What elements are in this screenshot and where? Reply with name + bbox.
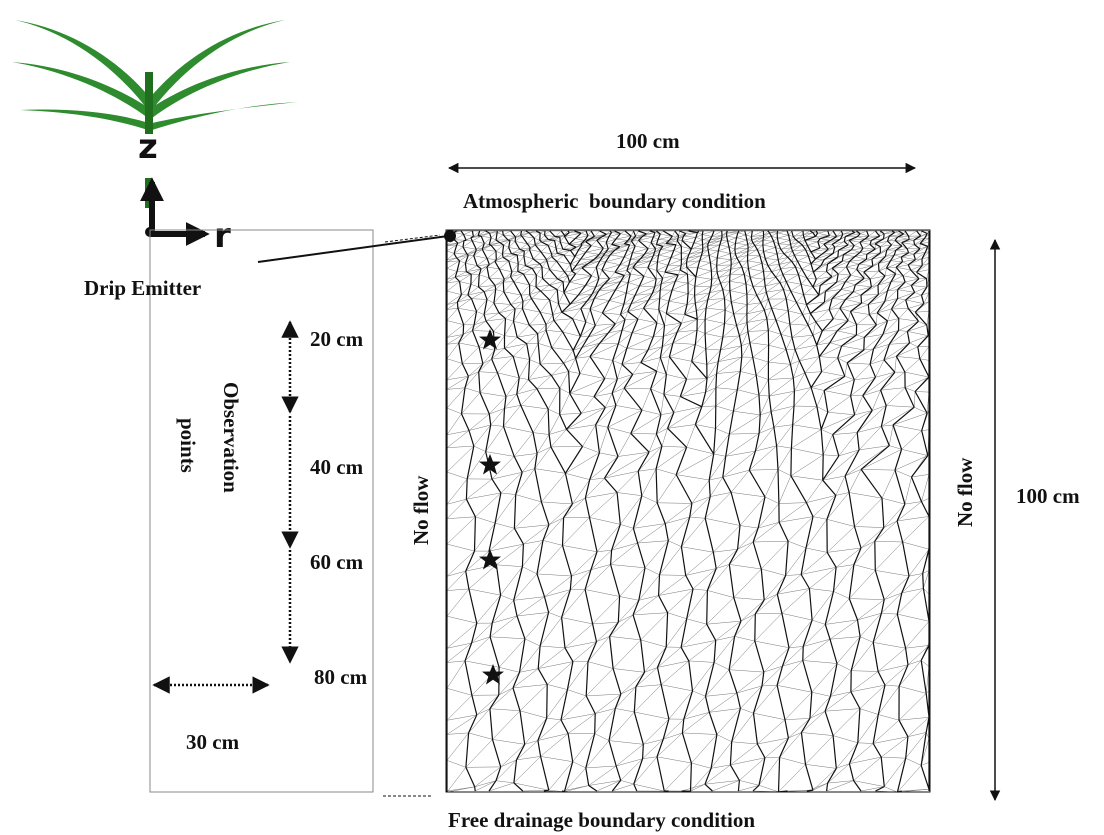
radius-label: 30 cm: [186, 730, 240, 754]
depth-label: 20 cm: [310, 327, 364, 351]
observation-title: Observation: [219, 382, 243, 493]
star: [482, 664, 504, 685]
star: [479, 329, 501, 350]
connector: [384, 234, 441, 243]
z-label: z: [138, 127, 158, 167]
bottom-boundary-label: Free drainage boundary condition: [448, 808, 755, 832]
r-label: r: [214, 216, 231, 256]
mesh-columns: [446, 230, 930, 793]
observation-stars: [479, 329, 504, 685]
emitter: [444, 230, 456, 242]
observation-title: points: [176, 418, 200, 473]
emitter-pointer: [257, 235, 449, 263]
width-label: 100 cm: [616, 129, 680, 153]
depth-dimension-label: 100 cm: [1016, 484, 1080, 508]
depth-label: 60 cm: [310, 550, 364, 574]
top-boundary-label: Atmospheric boundary condition: [463, 189, 766, 213]
domain-box: [149, 229, 374, 793]
right-boundary-label: No flow: [953, 457, 977, 527]
left-boundary-label: No flow: [409, 475, 433, 545]
star: [479, 549, 501, 570]
mesh: [446, 230, 930, 793]
drip-emitter-label: Drip Emitter: [84, 276, 201, 300]
observation-arrows: [152, 320, 299, 694]
star: [479, 454, 501, 475]
mesh-border: [445, 229, 931, 793]
depth-label: 80 cm: [314, 665, 368, 689]
depth-label: 40 cm: [310, 455, 364, 479]
plant: [12, 20, 298, 208]
